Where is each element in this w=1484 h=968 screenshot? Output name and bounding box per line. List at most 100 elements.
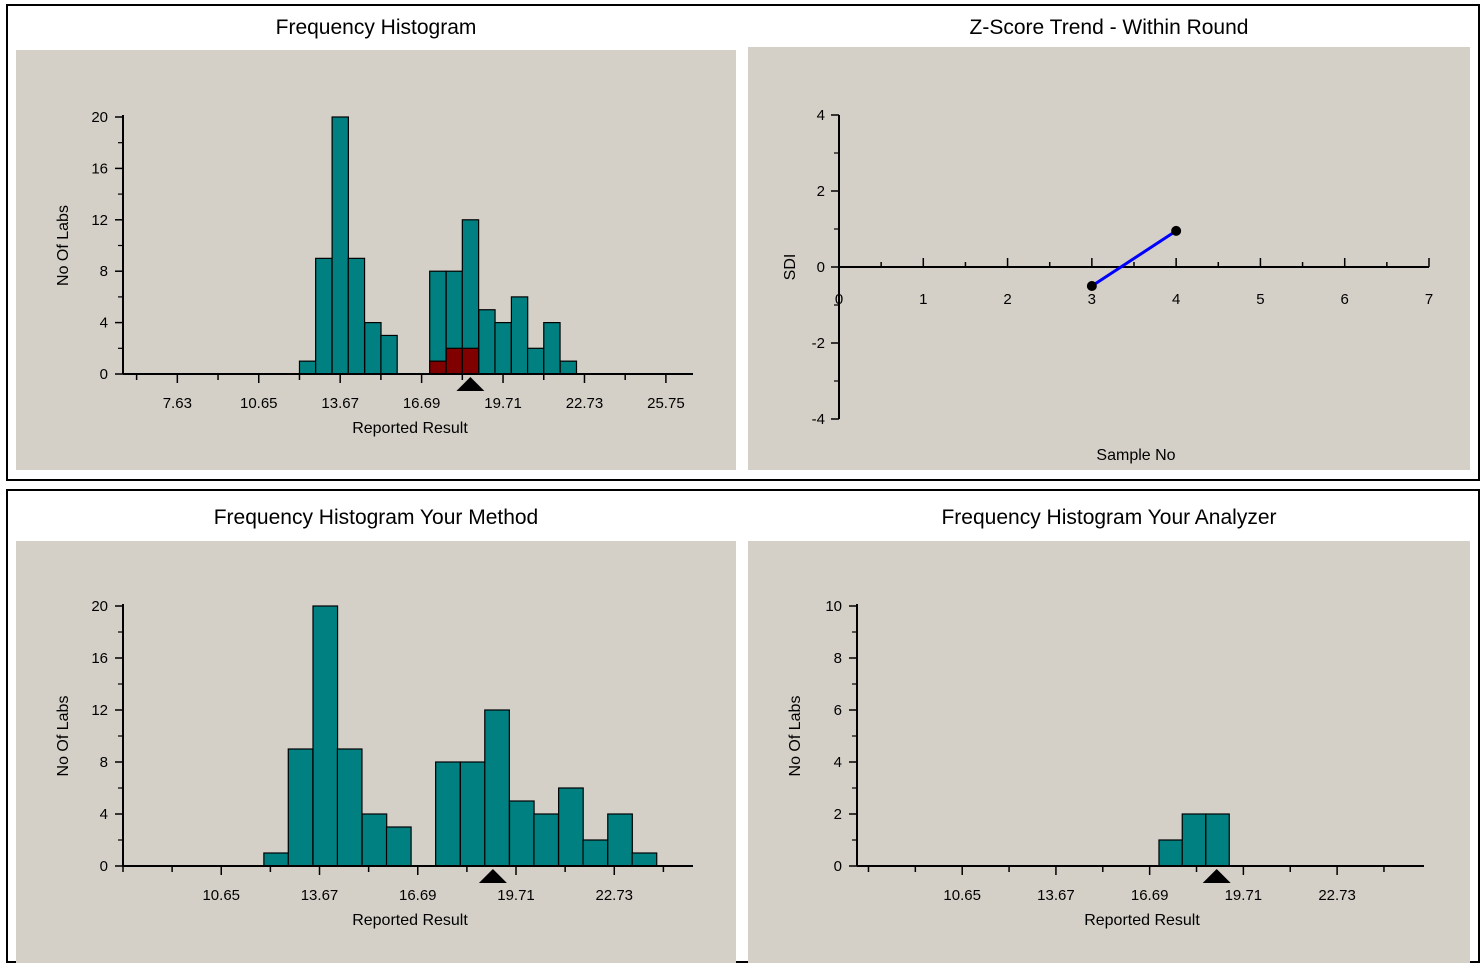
y-tick-label: 2	[817, 183, 825, 200]
x-tick-label: 19.71	[497, 887, 535, 904]
y-tick-label: 16	[91, 160, 108, 177]
sdi-point	[1086, 281, 1097, 291]
x-tick-label: 19.71	[1225, 887, 1263, 904]
chart-title: Z-Score Trend - Within Round	[969, 16, 1249, 39]
x-tick-label: 22.73	[566, 395, 604, 412]
histogram-bar	[429, 270, 447, 375]
chart-title: Frequency Histogram Your Method	[213, 506, 539, 529]
y-tick-label: 0	[834, 858, 842, 875]
x-tick-label: 22.73	[1318, 887, 1356, 904]
x-tick-label: 0	[835, 291, 843, 308]
x-tick-label: 6	[1341, 291, 1349, 308]
x-tick-label: 10.65	[943, 887, 981, 904]
chart-title: Frequency Histogram Your Analyzer	[941, 506, 1277, 529]
frequency-histogram-plot: 0 4 8 12 16 20 7.63 10.65 13.67 16.69 19.71 22.73 25…	[16, 50, 736, 470]
y-tick-label: 0	[100, 366, 108, 383]
histogram-bar	[287, 748, 314, 867]
y-tick-label: 4	[100, 315, 108, 332]
histogram-bar	[1181, 813, 1207, 867]
histogram-bar	[380, 334, 398, 375]
histogram-bar	[298, 360, 317, 375]
method-histogram-svg: 0 4 8 12 16 20 10.65 13.67 16.69 19.71 22.73 Report…	[55, 598, 693, 929]
x-tick-label: 7.63	[163, 395, 192, 412]
histogram-bar	[312, 605, 339, 867]
histogram-bar	[385, 826, 412, 867]
histogram-bar	[1158, 839, 1183, 867]
histogram-bar	[543, 322, 561, 375]
y-tick-label: 6	[834, 702, 842, 719]
histogram-bar	[364, 322, 382, 375]
x-tick-label: 10.65	[202, 887, 240, 904]
x-tick-label: 13.67	[1037, 887, 1075, 904]
histogram-bar	[508, 800, 535, 867]
y-axis-label: No Of Labs	[787, 696, 804, 777]
histogram-bar	[607, 813, 633, 867]
y-tick-label: 16	[91, 650, 108, 667]
histogram-bar	[526, 347, 545, 375]
x-tick-label: 13.67	[301, 887, 339, 904]
x-axis-label: Reported Result	[352, 420, 468, 437]
x-tick-label: 2	[1003, 291, 1011, 308]
histogram-bar	[631, 852, 658, 867]
histogram-bar	[435, 761, 461, 867]
method-histogram-plot: 0 4 8 12 16 20 10.65 13.67 16.69 19.71 22.73 Report…	[16, 541, 736, 963]
y-tick-label: 10	[825, 598, 842, 615]
y-tick-label: 8	[100, 754, 108, 771]
y-tick-label: 0	[817, 259, 825, 276]
zscore-trend-plot: -4 -2 0 2 4 0 1 2 3 4 5 6 7 Sample No SDI	[748, 47, 1470, 470]
histogram-bar	[1205, 813, 1230, 867]
histogram-bar	[533, 813, 560, 867]
analyzer-histogram-svg: 0 2 4 6 8 10 10.65 13.67 16.69 19.71 22.73 Reported…	[787, 598, 1424, 929]
y-tick-label: 8	[100, 263, 108, 280]
analyzer-histogram-plot: 0 2 4 6 8 10 10.65 13.67 16.69 19.71 22.73 Reported…	[748, 541, 1470, 963]
y-axis-label: SDI	[782, 254, 799, 281]
histogram-bar	[559, 360, 578, 375]
mean-marker	[478, 869, 507, 883]
y-tick-label: -2	[812, 335, 825, 352]
histogram-bar	[582, 839, 609, 867]
x-tick-label: 22.73	[595, 887, 633, 904]
x-tick-label: 5	[1256, 291, 1264, 308]
highlight-bar	[461, 347, 480, 375]
x-axis-label: Reported Result	[1084, 912, 1200, 929]
histogram-bar	[494, 322, 512, 375]
y-tick-label: -4	[812, 411, 825, 428]
y-tick-label: 20	[91, 598, 108, 615]
zscore-trend-svg: -4 -2 0 2 4 0 1 2 3 4 5 6 7 Sample No SDI	[782, 107, 1433, 464]
y-tick-label: 4	[834, 754, 842, 771]
x-tick-label: 25.75	[647, 395, 685, 412]
histogram-bar	[361, 813, 388, 867]
histogram-bar	[315, 257, 333, 375]
histogram-bar	[347, 257, 366, 375]
y-tick-label: 4	[100, 806, 108, 823]
x-tick-label: 7	[1425, 291, 1433, 308]
highlight-bar	[445, 347, 464, 375]
x-tick-label: 16.69	[403, 395, 441, 412]
x-axis-label: Sample No	[1096, 447, 1175, 464]
histogram-bar	[331, 116, 349, 375]
histogram-bar	[336, 748, 363, 867]
x-tick-label: 10.65	[240, 395, 278, 412]
y-tick-label: 12	[91, 212, 108, 229]
y-tick-label: 20	[91, 109, 108, 126]
y-axis-label: No Of Labs	[55, 696, 72, 777]
mean-marker	[1202, 869, 1231, 883]
y-axis-label: No Of Labs	[55, 205, 72, 286]
histogram-bar	[484, 709, 510, 867]
mean-marker	[456, 377, 485, 391]
sdi-point	[1171, 225, 1182, 236]
y-tick-label: 2	[834, 806, 842, 823]
sdi-trend-line	[1091, 229, 1177, 288]
x-axis-label: Reported Result	[352, 912, 468, 929]
x-tick-label: 1	[919, 291, 927, 308]
histogram-bar	[263, 852, 290, 867]
histogram-bar	[510, 296, 529, 375]
x-tick-label: 3	[1088, 291, 1096, 308]
x-tick-label: 16.69	[399, 887, 437, 904]
frequency-histogram-svg: 0 4 8 12 16 20 7.63 10.65 13.67 16.69 19.71 22.73 25…	[55, 109, 693, 437]
y-tick-label: 4	[817, 107, 825, 124]
x-tick-label: 13.67	[321, 395, 359, 412]
histogram-bar	[558, 787, 584, 867]
histogram-bar	[478, 309, 496, 375]
y-tick-label: 0	[100, 858, 108, 875]
